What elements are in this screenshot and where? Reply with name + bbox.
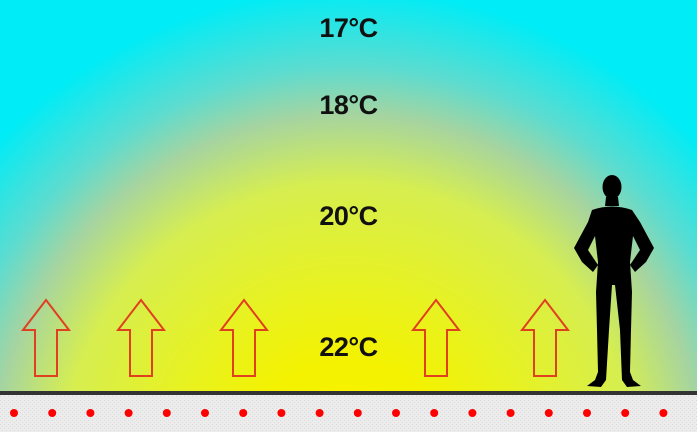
floor-base — [0, 395, 697, 432]
up-arrow-icon — [410, 298, 462, 377]
heating-pipe-dot-icon — [583, 409, 591, 417]
up-arrow-icon — [519, 298, 571, 377]
heating-pipe-dot-icon — [353, 409, 362, 417]
heating-pipe-dot-icon — [659, 409, 668, 417]
heating-pipe-dot-icon — [277, 409, 286, 417]
heating-pipe-dot-icon — [10, 409, 18, 417]
heating-pipe-dot-icon — [239, 409, 248, 417]
heating-pipe-dot-icon — [506, 409, 515, 417]
up-arrow-icon — [20, 298, 72, 377]
heating-pipe-dot-icon — [315, 409, 324, 417]
up-arrow-icon — [115, 298, 167, 377]
heating-pipes — [10, 409, 668, 417]
heating-pipe-dot-icon — [430, 409, 439, 417]
heating-pipe-dot-icon — [86, 409, 95, 417]
up-arrow-icon — [218, 298, 270, 377]
heating-pipe-dot-icon — [621, 409, 630, 417]
heating-pipe-dot-icon — [124, 409, 133, 417]
room-air-gradient — [0, 0, 697, 393]
floor-surface — [0, 391, 697, 395]
heating-pipe-dot-icon — [468, 409, 477, 417]
heating-pipe-dot-icon — [201, 409, 209, 417]
heating-pipe-dot-icon — [544, 409, 553, 417]
heating-pipe-dot-icon — [162, 409, 171, 417]
person-silhouette-icon — [574, 175, 654, 387]
heating-pipe-dot-icon — [392, 409, 400, 417]
temperature-label-floor: 22°C — [319, 332, 378, 362]
temperature-label-ceiling: 17°C — [319, 13, 378, 43]
temperature-label-middle: 20°C — [319, 201, 378, 231]
heating-pipe-dot-icon — [48, 409, 57, 417]
temperature-label-upper: 18°C — [319, 90, 378, 120]
heat-arrows — [20, 298, 571, 377]
